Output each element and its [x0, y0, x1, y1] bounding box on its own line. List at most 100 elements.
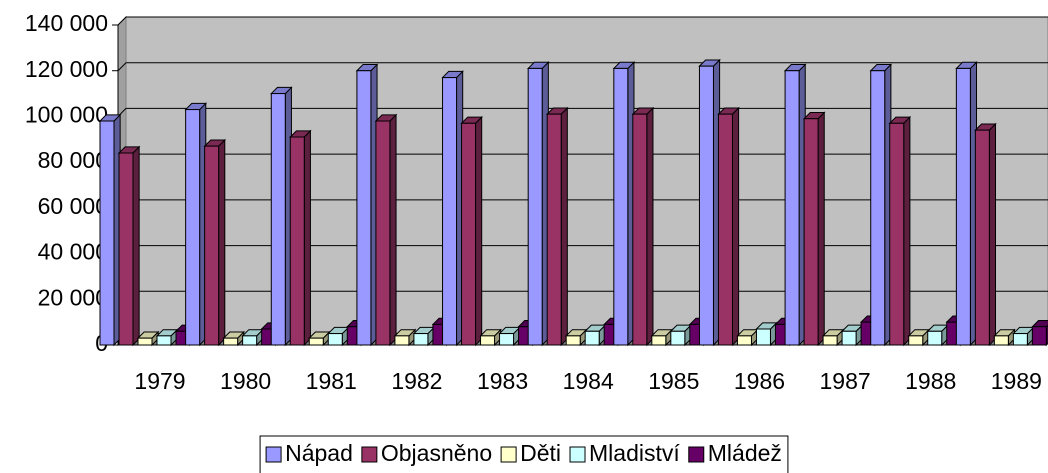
- bar: [955, 61, 978, 347]
- bar: [412, 326, 436, 347]
- bar: [1012, 326, 1035, 347]
- bar-front: [137, 337, 153, 346]
- bar-side: [560, 106, 568, 347]
- x-tick-label: 1981: [306, 368, 357, 394]
- bar-front: [803, 118, 819, 346]
- bar-front: [908, 335, 924, 346]
- bar: [802, 111, 826, 347]
- bar: [289, 129, 312, 347]
- bar-front: [993, 335, 1009, 346]
- bar: [155, 328, 179, 347]
- x-tick-label: 1983: [477, 368, 528, 394]
- grid-line: [117, 16, 1048, 26]
- legend-swatch: [500, 446, 517, 463]
- bar-side: [475, 115, 483, 347]
- bar: [270, 86, 293, 347]
- bar-front: [822, 335, 838, 346]
- legend-label: Mladiství: [589, 440, 680, 466]
- bar-front: [584, 330, 600, 346]
- bar: [840, 323, 864, 347]
- bar-front: [99, 120, 115, 346]
- bar: [545, 106, 569, 347]
- bar: [926, 323, 950, 347]
- bar-front: [327, 333, 343, 346]
- bar-front: [356, 70, 372, 346]
- legend-label: Objasněno: [381, 440, 492, 466]
- bar-front: [755, 328, 771, 346]
- x-tick-label: 1984: [563, 368, 614, 394]
- bar: [117, 145, 141, 347]
- bar-front: [651, 335, 667, 346]
- bar-side: [389, 113, 397, 347]
- bar-front: [308, 337, 324, 346]
- y-tick-label: 120 000: [25, 56, 108, 82]
- x-tick-label: 1986: [734, 368, 785, 394]
- x-tick-label: 1989: [991, 368, 1042, 394]
- grid-line: [117, 107, 1048, 117]
- legend-label: Mládež: [708, 440, 782, 466]
- bar: [136, 330, 160, 347]
- bar: [755, 321, 778, 347]
- legend-label: Nápad: [285, 440, 353, 466]
- bar: [184, 102, 207, 347]
- bar: [974, 122, 997, 347]
- bar: [203, 138, 226, 347]
- legend-swatch: [265, 446, 282, 463]
- bar-front: [784, 70, 800, 346]
- bar-side: [303, 129, 311, 347]
- bar: [783, 63, 807, 347]
- bar-side: [903, 115, 911, 347]
- bar: [498, 326, 521, 347]
- y-tick-label: 60 000: [38, 193, 108, 219]
- bar: [374, 113, 398, 347]
- bar-front: [375, 120, 391, 346]
- bar-front: [442, 77, 458, 346]
- legend-swatch: [361, 446, 378, 463]
- bar-front: [270, 93, 286, 346]
- bar: [717, 106, 740, 347]
- bar-front: [927, 330, 943, 346]
- bar-front: [974, 129, 990, 346]
- y-tick-label: 40 000: [38, 239, 108, 265]
- bar-front: [156, 335, 172, 346]
- bar: [327, 326, 350, 347]
- bar: [698, 58, 721, 347]
- bar: [393, 328, 417, 347]
- legend: Nápad Objasněno Děti Mladiství Mládež: [259, 435, 789, 473]
- bar-front: [394, 335, 410, 346]
- bar: [1031, 320, 1048, 347]
- bar: [669, 323, 693, 347]
- bar: [355, 63, 379, 347]
- bar: [460, 115, 483, 347]
- bar: [441, 70, 464, 347]
- bar-front: [698, 65, 714, 346]
- bar-side: [132, 145, 140, 347]
- bar-front: [242, 335, 258, 346]
- x-tick-label: 1987: [820, 368, 871, 394]
- bar: [869, 63, 893, 347]
- bar-front: [185, 109, 201, 346]
- bar-front: [289, 136, 305, 346]
- y-tick-label: 20 000: [38, 284, 108, 310]
- x-tick-label: 1988: [905, 368, 956, 394]
- bar: [222, 330, 245, 347]
- bar-front: [527, 67, 543, 346]
- x-tick-label: 1985: [648, 368, 699, 394]
- bar-front: [223, 337, 239, 346]
- grid-line: [117, 62, 1048, 72]
- bar-front: [870, 70, 886, 346]
- bar-front: [955, 67, 971, 346]
- bar-side: [731, 106, 740, 347]
- legend-swatch: [569, 446, 586, 463]
- bar: [479, 328, 502, 347]
- y-tick-label: 80 000: [38, 147, 108, 173]
- bar-front: [613, 67, 629, 346]
- bar-side: [646, 106, 654, 347]
- bar-front: [736, 335, 752, 346]
- bar-side: [218, 138, 226, 347]
- bar-front: [1031, 326, 1047, 346]
- bar-front: [413, 333, 429, 346]
- bar: [612, 61, 636, 347]
- y-tick-label: 140 000: [25, 10, 108, 36]
